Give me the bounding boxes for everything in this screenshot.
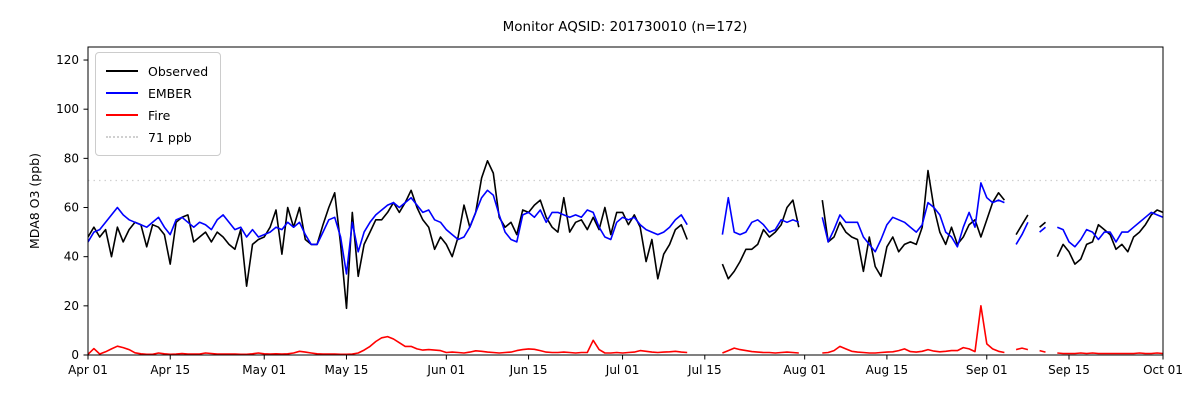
x-tick-label: Sep 15 [1048,363,1090,377]
legend-label: Fire [148,107,171,123]
x-tick-label: May 01 [242,363,286,377]
legend-line-swatch [106,136,138,138]
x-tick-label: Apr 01 [68,363,108,377]
x-tick-label: Jun 15 [509,363,548,377]
chart-title: Monitor AQSID: 201730010 (n=172) [503,19,748,35]
y-tick-label: 20 [64,299,79,313]
x-tick-label: Jul 01 [605,363,640,377]
series-ember-line [88,182,1163,275]
x-tick-label: Apr 15 [150,363,190,377]
legend-label: 71 ppb [148,129,192,145]
x-tick-label: Jul 15 [687,363,722,377]
y-axis-label: MDA8 O3 (ppb) [27,153,42,249]
series-fire-line [88,305,1163,355]
x-tick-label: May 15 [325,363,369,377]
legend-item-observed: Observed [106,60,208,82]
series-observed-line [88,160,1163,310]
legend-line-swatch [106,92,138,94]
legend-item-fire: Fire [106,104,208,126]
y-tick-label: 120 [56,53,79,67]
x-tick-label: Sep 01 [966,363,1008,377]
plot-frame [87,46,1164,356]
y-tick-label: 60 [64,201,79,215]
y-tick-label: 0 [71,348,79,362]
x-tick-label: Aug 15 [866,363,909,377]
legend-item-ember: EMBER [106,82,208,104]
x-tick-label: Oct 01 [1143,363,1183,377]
series-layer [88,160,1163,355]
legend-label: EMBER [148,85,192,101]
legend-line-swatch [106,70,138,72]
y-tick-label: 80 [64,151,79,165]
legend: Observed EMBER Fire 71 ppb [95,52,222,156]
axes-layer: Apr 01 Apr 15 May 01 May 15 Jun 01 Jun 15 Jul … [56,46,1183,377]
y-tick-label: 100 [56,102,79,116]
legend-item-71-ppb: 71 ppb [106,126,208,148]
legend-label: Observed [148,63,209,79]
x-tick-label: Jun 01 [426,363,465,377]
x-tick-label: Aug 01 [783,363,826,377]
legend-line-swatch [106,114,138,116]
y-tick-label: 40 [64,250,79,264]
